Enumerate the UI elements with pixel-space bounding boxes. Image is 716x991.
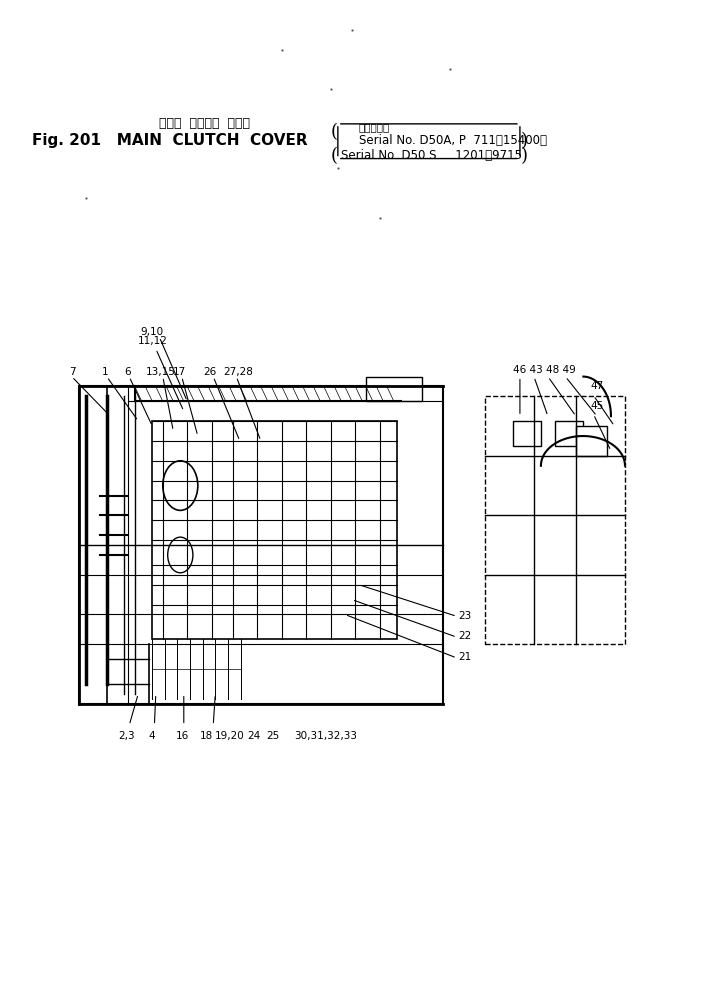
- Text: ): ): [521, 132, 528, 150]
- Text: 6: 6: [125, 367, 131, 377]
- Text: 23: 23: [458, 611, 472, 621]
- Text: 25: 25: [266, 731, 280, 741]
- Bar: [366, 377, 422, 401]
- Text: 9,10: 9,10: [141, 327, 164, 337]
- Text: 26: 26: [203, 367, 217, 377]
- Bar: [153, 421, 397, 639]
- Text: （適用号機: （適用号機: [359, 122, 390, 132]
- Bar: [513, 421, 541, 446]
- Text: Serial No. D50A, P  711～15400）: Serial No. D50A, P 711～15400）: [359, 134, 547, 148]
- Text: 7: 7: [69, 367, 76, 377]
- Text: 19,20: 19,20: [216, 731, 245, 741]
- Text: メイン  クラッチ  カバー: メイン クラッチ カバー: [159, 117, 251, 131]
- Text: 1: 1: [102, 367, 109, 377]
- Bar: [79, 386, 443, 704]
- Text: 47: 47: [590, 382, 603, 391]
- Text: ): ): [521, 147, 528, 165]
- Text: Serial No. D50 S     1201～9715: Serial No. D50 S 1201～9715: [342, 149, 523, 163]
- Text: 27,28: 27,28: [223, 367, 253, 377]
- Bar: [485, 396, 625, 644]
- Text: 16: 16: [175, 731, 188, 741]
- Text: 2,3: 2,3: [119, 731, 135, 741]
- Text: 13,15: 13,15: [146, 367, 176, 377]
- Text: 22: 22: [458, 631, 472, 641]
- Text: (: (: [331, 147, 338, 165]
- Bar: [576, 426, 607, 456]
- Text: Fig. 201   MAIN  CLUTCH  COVER: Fig. 201 MAIN CLUTCH COVER: [32, 133, 308, 149]
- Text: 17: 17: [173, 367, 187, 377]
- Text: 21: 21: [458, 652, 472, 662]
- Text: 45: 45: [590, 401, 603, 411]
- Text: 11,12: 11,12: [137, 336, 168, 346]
- Text: 24: 24: [247, 731, 260, 741]
- Text: 18: 18: [200, 731, 213, 741]
- Text: 4: 4: [149, 731, 155, 741]
- Bar: [555, 421, 583, 446]
- Text: 46 43 48 49: 46 43 48 49: [513, 365, 576, 375]
- Text: 30,31,32,33: 30,31,32,33: [294, 731, 357, 741]
- Text: (: (: [331, 123, 338, 142]
